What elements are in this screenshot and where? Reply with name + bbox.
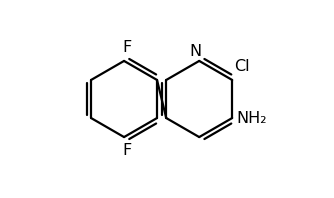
Text: F: F [122,143,132,158]
Text: N: N [189,44,201,59]
Text: Cl: Cl [234,59,250,74]
Text: F: F [122,40,132,55]
Text: NH₂: NH₂ [236,110,267,126]
